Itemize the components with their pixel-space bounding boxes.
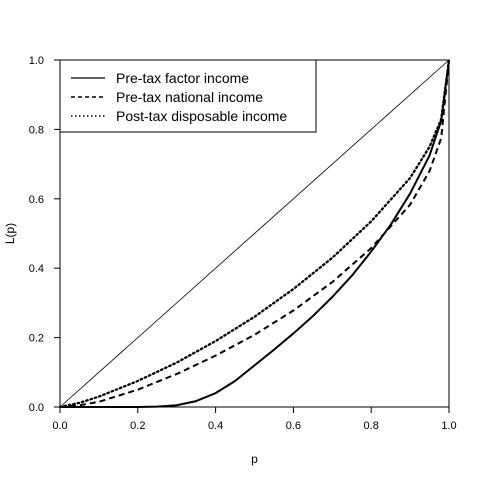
x-tick-label: 0.0 [52, 420, 67, 432]
x-tick-label: 0.4 [208, 420, 223, 432]
y-tick-label: 0.4 [29, 263, 44, 275]
x-tick-label: 0.8 [364, 420, 379, 432]
legend-box [59, 59, 317, 133]
x-tick-label: 0.6 [286, 420, 301, 432]
y-tick-label: 0.0 [29, 402, 44, 414]
legend-label-3: Post-tax disposable income [116, 108, 287, 124]
series-line-3 [58, 58, 451, 409]
y-tick-label: 0.8 [29, 124, 44, 136]
x-tick-label: 1.0 [441, 420, 456, 432]
legend: Pre-tax factor income Pre-tax national in… [59, 59, 317, 133]
series-line-1 [60, 59, 450, 408]
y-axis-title: L(p) [3, 223, 17, 244]
axes-layer: 0.0 0.2 0.4 0.6 0.8 1.0 0.0 0.2 0.4 0.6 0.8 1.0 [29, 55, 457, 432]
series-layer [58, 58, 451, 409]
y-tick-label: 1.0 [29, 55, 44, 67]
legend-label-2: Pre-tax national income [116, 89, 263, 105]
x-tick-label: 0.2 [130, 420, 145, 432]
y-tick-label: 0.2 [29, 333, 44, 345]
y-tick-label: 0.6 [29, 194, 44, 206]
x-axis-title: p [251, 452, 258, 466]
equality-line [59, 59, 450, 408]
series-line-2 [59, 59, 450, 408]
legend-label-1: Pre-tax factor income [116, 70, 249, 86]
